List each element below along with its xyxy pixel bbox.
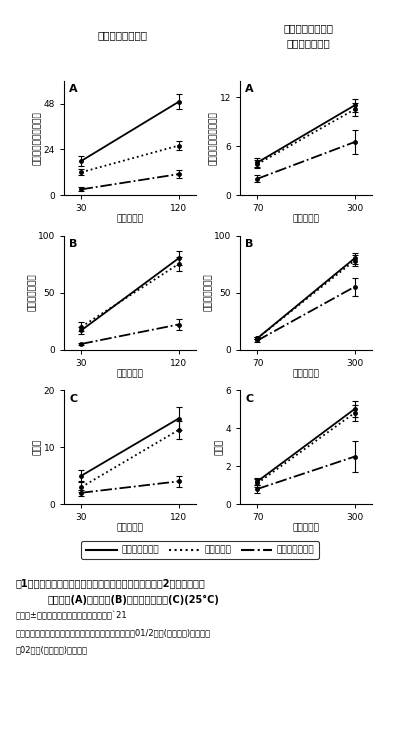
Y-axis label: ハダニ卵捕食数: ハダニ卵捕食数	[27, 274, 36, 311]
Y-axis label: ハダニ卵捕食数: ハダニ卵捕食数	[203, 274, 212, 311]
Text: ヒメハダニカブリ: ヒメハダニカブリ	[283, 23, 333, 33]
Y-axis label: 葉上滞在時間（時間）: 葉上滞在時間（時間）	[33, 111, 42, 165]
Text: 絁02日分(高密度区)にあたる: 絁02日分(高密度区)にあたる	[16, 645, 88, 654]
Text: 平均値±標準誤差、供試個体数は各区とも`21: 平均値±標準誤差、供試個体数は各区とも`21	[16, 612, 128, 620]
Y-axis label: 産卵数: 産卵数	[33, 439, 42, 455]
X-axis label: ハダニ卵数: ハダニ卵数	[116, 369, 144, 378]
X-axis label: ハダニ卵数: ハダニ卵数	[116, 214, 144, 224]
Text: A: A	[245, 85, 254, 94]
Y-axis label: 産卵数: 産卵数	[215, 439, 224, 455]
Text: ハダニアザミウマ: ハダニアザミウマ	[97, 30, 147, 40]
X-axis label: ハダニ卵数: ハダニ卵数	[116, 523, 144, 533]
Text: A: A	[69, 85, 78, 94]
Text: ハダニ卵数は捕食性昆虫両種の餓要求量のそれぞれ絁01/2日分(低密度区)、および: ハダニ卵数は捕食性昆虫両種の餓要求量のそれぞれ絁01/2日分(低密度区)、および	[16, 629, 211, 637]
X-axis label: ハダニ卵数: ハダニ卵数	[292, 523, 320, 533]
Text: 滞在時間(A)、捕食量(B)、および産卵数(C)(25°C): 滞在時間(A)、捕食量(B)、および産卵数(C)(25°C)	[48, 595, 220, 605]
Text: B: B	[245, 239, 254, 249]
Text: ケシハネカクシ: ケシハネカクシ	[286, 38, 330, 48]
Text: C: C	[69, 394, 78, 403]
X-axis label: ハダニ卵数: ハダニ卵数	[292, 214, 320, 224]
Text: 図1　各種ハダニ卵を寄生したナシ葉上での捕食性昆虫2種の雌成虫の: 図1 各種ハダニ卵を寄生したナシ葉上での捕食性昆虫2種の雌成虫の	[16, 578, 206, 588]
X-axis label: ハダニ卵数: ハダニ卵数	[292, 369, 320, 378]
Text: C: C	[245, 394, 254, 403]
Y-axis label: 葉上滞在時間（時間）: 葉上滞在時間（時間）	[209, 111, 218, 165]
Legend: オウトウハダニ, ナミハダニ, クワオオハダニ: オウトウハダニ, ナミハダニ, クワオオハダニ	[81, 541, 319, 559]
Text: B: B	[69, 239, 78, 249]
